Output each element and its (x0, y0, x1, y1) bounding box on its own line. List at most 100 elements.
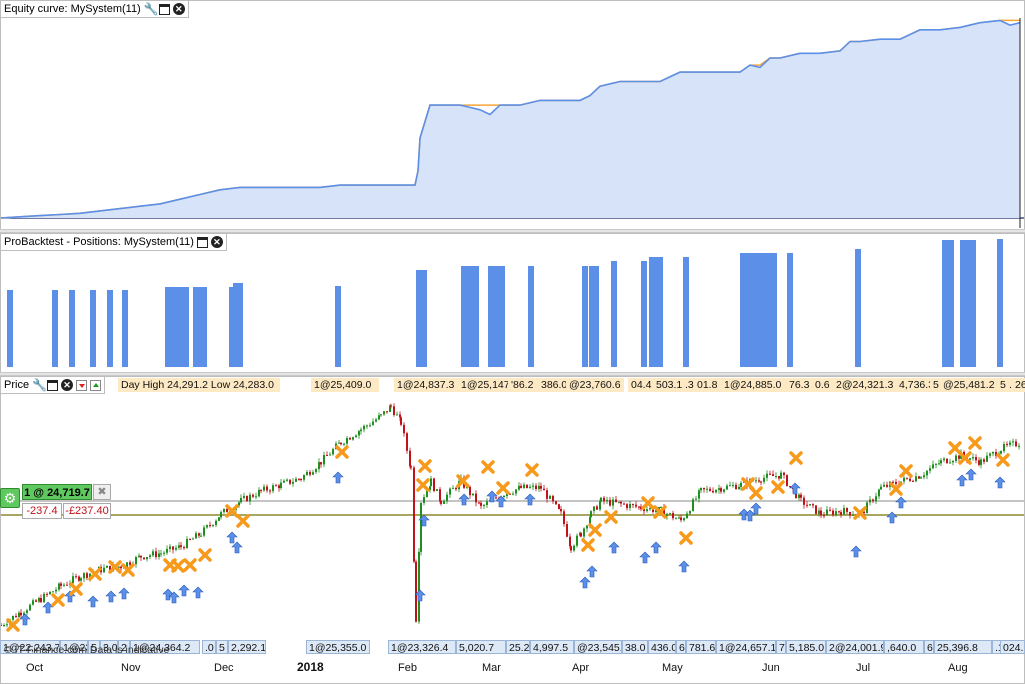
candle-body (446, 494, 448, 502)
candle-body (769, 473, 771, 475)
bottom-order-badge[interactable]: 38.0 (622, 640, 648, 654)
bottom-order-badge[interactable]: 781.6 (686, 640, 716, 654)
bottom-order-badge[interactable]: 1@25,355.0 (306, 640, 370, 654)
bottom-order-badge[interactable]: 6 (924, 640, 934, 654)
bottom-order-badge[interactable]: 3,0 (100, 640, 118, 654)
bottom-order-badge[interactable]: 5 (88, 640, 100, 654)
wrench-icon[interactable]: 🔧 (32, 378, 48, 392)
candle-body (629, 504, 631, 508)
top-order-badge[interactable]: Day High 24,291.2 Low 24,283.0 (118, 378, 280, 392)
candle-body (140, 555, 142, 558)
top-order-badge[interactable]: 04.4 (628, 378, 658, 392)
equity-panel-header: Equity curve: MySystem(11) 🔧 ✕ (0, 0, 189, 18)
top-order-badge[interactable]: @23,760.6 (566, 378, 624, 392)
sell-order-icon[interactable] (76, 379, 88, 391)
candle-body (430, 478, 432, 487)
position-bar (201, 287, 207, 367)
panel-separator[interactable] (0, 229, 1025, 233)
bottom-order-badge[interactable]: .0 (202, 640, 216, 654)
bottom-order-badge[interactable]: ,640.0 (884, 640, 924, 654)
candle-body (423, 497, 425, 503)
top-order-badge[interactable]: @25,481.2 (940, 378, 1008, 392)
candle-body (372, 421, 374, 426)
exit-cross-marker (853, 506, 867, 520)
candle-body (552, 495, 554, 502)
bottom-order-badge[interactable]: 2,292.1 (228, 640, 266, 654)
bottom-order-badge[interactable]: 7 (776, 640, 786, 654)
buy-order-icon[interactable] (90, 379, 102, 391)
top-order-badge[interactable]: '86.2 (508, 378, 544, 392)
panel-separator[interactable] (0, 372, 1025, 376)
position-label[interactable]: 1 @ 24,719.7 (22, 484, 92, 500)
candle-body (46, 593, 48, 595)
bottom-order-badge[interactable]: 5 (216, 640, 228, 654)
candle-body (158, 553, 160, 557)
bottom-order-badge[interactable]: 1@24,364.2 (130, 640, 200, 654)
top-order-badge[interactable]: 267 (1012, 378, 1025, 392)
top-order-badge[interactable]: 1@24,885.0 (721, 378, 787, 392)
bottom-order-badge[interactable]: 2 (118, 640, 130, 654)
bottom-order-badge[interactable]: 5,020.7 (456, 640, 506, 654)
candle-body (946, 458, 948, 464)
position-bar (747, 253, 753, 367)
candle-body (763, 477, 765, 482)
candle-body (806, 504, 808, 506)
position-bar (743, 253, 749, 367)
candle-body (272, 485, 274, 492)
bottom-order-badge[interactable]: 4,997.5 (530, 640, 574, 654)
close-icon[interactable]: ✕ (61, 379, 74, 391)
candle-body (915, 476, 917, 482)
candle-body (706, 488, 708, 490)
candle-body (609, 499, 611, 506)
window-icon[interactable] (196, 236, 208, 248)
candle-body (286, 479, 288, 481)
gear-icon[interactable]: ⚙ (0, 488, 20, 508)
candle-body (549, 495, 551, 499)
bottom-order-badge[interactable]: 6 (676, 640, 686, 654)
window-icon[interactable] (158, 3, 170, 15)
top-order-badge[interactable]: 0.6 (812, 378, 836, 392)
entry-arrow-marker (965, 468, 977, 481)
candle-body (678, 517, 680, 519)
candle-body (523, 484, 525, 488)
wrench-icon[interactable]: 🔧 (143, 2, 159, 16)
candle-body (692, 499, 694, 511)
bottom-order-badge[interactable]: 436.0 (648, 640, 676, 654)
close-icon[interactable]: ✕ (172, 3, 185, 15)
window-icon[interactable] (47, 379, 59, 391)
top-order-badge[interactable]: 76.3 (786, 378, 818, 392)
position-bar (122, 290, 128, 367)
close-position-button[interactable]: ✖ (93, 484, 111, 500)
bottom-order-badge[interactable]: 1@23,326.4 (388, 640, 456, 654)
close-icon[interactable]: ✕ (210, 236, 223, 248)
top-order-badge[interactable]: 386.0 (538, 378, 572, 392)
bottom-order-badge[interactable]: 2@24,001.9 (826, 640, 884, 654)
candle-body (1003, 444, 1005, 451)
candle-body (243, 496, 245, 498)
top-order-badge[interactable]: 503.1 (653, 378, 687, 392)
candle-body (663, 507, 665, 516)
candle-body (715, 489, 717, 493)
top-order-badge[interactable]: 01.8 (694, 378, 724, 392)
bottom-order-badge[interactable]: 1@24,657.1 (716, 640, 776, 654)
bottom-order-badge[interactable]: 25.2 (506, 640, 530, 654)
bottom-order-badge[interactable]: 25,396.8 (934, 640, 992, 654)
candle-body (183, 547, 185, 549)
bottom-order-badge[interactable]: 5,185.0 (786, 640, 826, 654)
month-label: Oct (26, 662, 44, 674)
top-order-badge[interactable]: 2@24,321.3 (833, 378, 901, 392)
bottom-order-badge[interactable]: 024. (1000, 640, 1025, 654)
candle-body (593, 506, 595, 512)
equity-fill (0, 20, 1020, 219)
position-bar (948, 240, 954, 367)
candle-body (655, 510, 657, 512)
candle-body (935, 463, 937, 465)
top-order-badge[interactable]: 1@25,409.0 (311, 378, 379, 392)
top-order-badge[interactable]: 1@25,147.5 (458, 378, 514, 392)
top-order-badge[interactable]: 1@24,837.3 (394, 378, 462, 392)
bottom-order-badge[interactable]: 1@23 (60, 640, 88, 654)
candle-body (400, 417, 402, 425)
candle-body (878, 489, 880, 497)
bottom-order-badge[interactable]: 1@22,243.7 (0, 640, 60, 654)
bottom-order-badge[interactable]: @23,545.0 (574, 640, 622, 654)
